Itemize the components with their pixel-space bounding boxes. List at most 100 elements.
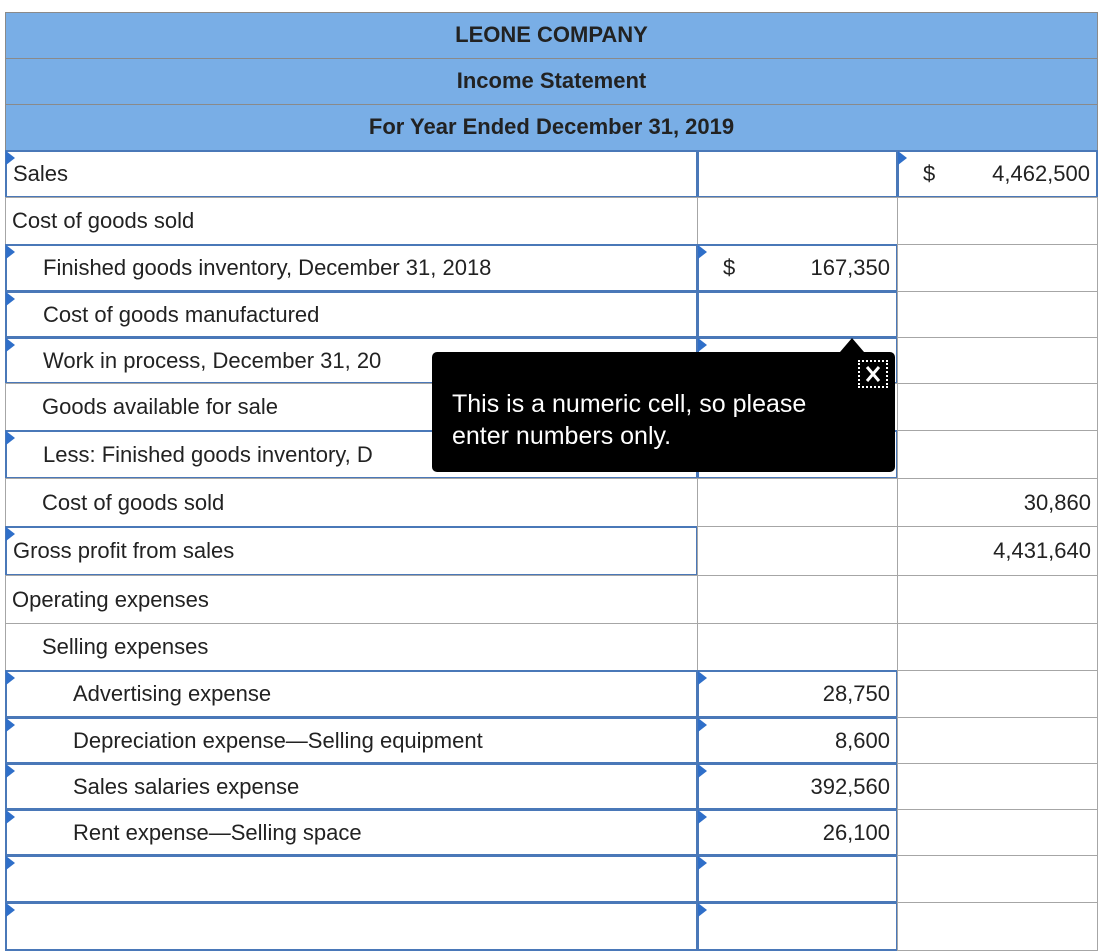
total-cell [897, 855, 1098, 903]
row-label: Rent expense—Selling space [73, 819, 362, 845]
amount: 4,462,500 [992, 161, 1090, 186]
row-label: Work in process, December 31, 20 [43, 347, 382, 373]
row-label: Less: Finished goods inventory, D [43, 441, 373, 467]
statement-period: For Year Ended December 31, 2019 [5, 104, 1098, 151]
row-label: Cost of goods manufactured [43, 301, 320, 327]
input-marker [6, 527, 15, 541]
amount: 392,560 [810, 773, 890, 799]
input-marker [698, 245, 707, 259]
input-marker [6, 903, 15, 917]
input-marker [898, 151, 907, 165]
row-label: Sales [13, 161, 69, 186]
input-marker [6, 292, 15, 306]
total-cell [897, 337, 1098, 384]
company-name: LEONE COMPANY [5, 12, 1098, 59]
label-cell[interactable]: Less: Finished goods inventory, D [5, 430, 698, 479]
input-marker [698, 856, 707, 870]
tooltip-arrow [840, 338, 864, 352]
label-cell[interactable] [5, 855, 698, 903]
amount: 30,860 [1023, 489, 1091, 515]
mid-cell[interactable]: 8,600 [697, 717, 898, 764]
label-cell: Selling expenses [5, 623, 698, 671]
total-cell [897, 197, 1098, 245]
row-label: Cost of goods sold [42, 489, 225, 515]
amount: 167,350 [810, 255, 890, 280]
row-label: Depreciation expense—Selling equipment [73, 727, 483, 753]
input-marker [6, 245, 15, 259]
label-cell[interactable]: Gross profit from sales [5, 526, 698, 576]
total-cell [897, 623, 1098, 671]
label-cell[interactable]: Depreciation expense—Selling equipment [5, 717, 698, 764]
total-cell [897, 430, 1098, 479]
label-cell[interactable]: Rent expense—Selling space [5, 809, 698, 856]
total-cell [897, 383, 1098, 431]
row-label: Selling expenses [42, 634, 209, 659]
total-cell [897, 902, 1098, 951]
mid-cell [697, 575, 898, 624]
mid-cell[interactable] [697, 291, 898, 338]
input-marker [698, 810, 707, 824]
total-cell [897, 244, 1098, 292]
currency-symbol: $ [723, 255, 736, 280]
label-cell[interactable]: Finished goods inventory, December 31, 2… [5, 244, 698, 292]
mid-cell[interactable] [697, 855, 898, 903]
input-marker [6, 338, 15, 352]
input-marker [6, 151, 15, 165]
tooltip-message: This is a numeric cell, so please enter … [452, 390, 807, 450]
label-cell: Operating expenses [5, 575, 698, 624]
total-cell [897, 717, 1098, 764]
input-marker [698, 903, 707, 917]
input-marker [6, 856, 15, 870]
row-label: Advertising expense [73, 681, 272, 706]
mid-cell[interactable] [697, 902, 898, 951]
currency-symbol: $ [923, 161, 936, 186]
mid-cell[interactable]: 28,750 [697, 670, 898, 718]
page: LEONE COMPANY Income Statement For Year … [5, 12, 1098, 951]
amount: 26,100 [822, 819, 890, 845]
label-cell[interactable]: Cost of goods manufactured [5, 291, 698, 338]
row-label: Gross profit from sales [13, 538, 235, 563]
statement-title: Income Statement [5, 58, 1098, 105]
row-label: Sales salaries expense [73, 773, 300, 799]
mid-cell[interactable]: $167,350 [697, 244, 898, 292]
input-marker [698, 671, 707, 685]
label-cell[interactable] [5, 902, 698, 951]
total-cell: 4,431,640 [897, 526, 1098, 576]
amount: 28,750 [822, 681, 890, 706]
total-cell [897, 809, 1098, 856]
mid-cell[interactable]: 26,100 [697, 809, 898, 856]
total-cell [897, 575, 1098, 624]
input-marker [6, 718, 15, 732]
label-cell[interactable]: Sales salaries expense [5, 763, 698, 810]
input-marker [698, 764, 707, 778]
total-cell [897, 670, 1098, 718]
close-icon [865, 366, 881, 382]
income-statement: LEONE COMPANY Income Statement For Year … [5, 12, 1098, 951]
row-label: Operating expenses [12, 586, 209, 612]
mid-cell [697, 623, 898, 671]
amount: 4,431,640 [993, 538, 1091, 563]
row-label: Goods available for sale [42, 394, 279, 419]
total-cell[interactable]: $4,462,500 [897, 150, 1098, 198]
input-marker [6, 810, 15, 824]
mid-cell [697, 526, 898, 576]
row-label: Cost of goods sold [12, 208, 195, 233]
input-marker [6, 764, 15, 778]
input-marker [698, 338, 707, 352]
tooltip: This is a numeric cell, so please enter … [432, 352, 895, 472]
tooltip-close[interactable] [858, 360, 888, 388]
input-marker [698, 718, 707, 732]
mid-cell [697, 478, 898, 527]
total-cell [897, 291, 1098, 338]
label-cell: Cost of goods sold [5, 478, 698, 527]
total-cell [897, 763, 1098, 810]
label-cell[interactable]: Sales [5, 150, 698, 198]
label-cell[interactable]: Advertising expense [5, 670, 698, 718]
mid-cell[interactable]: 392,560 [697, 763, 898, 810]
row-label: Finished goods inventory, December 31, 2… [43, 255, 492, 280]
input-marker [6, 431, 15, 445]
input-marker [6, 671, 15, 685]
mid-cell[interactable] [697, 150, 898, 198]
total-cell: 30,860 [897, 478, 1098, 527]
amount: 8,600 [834, 727, 890, 753]
